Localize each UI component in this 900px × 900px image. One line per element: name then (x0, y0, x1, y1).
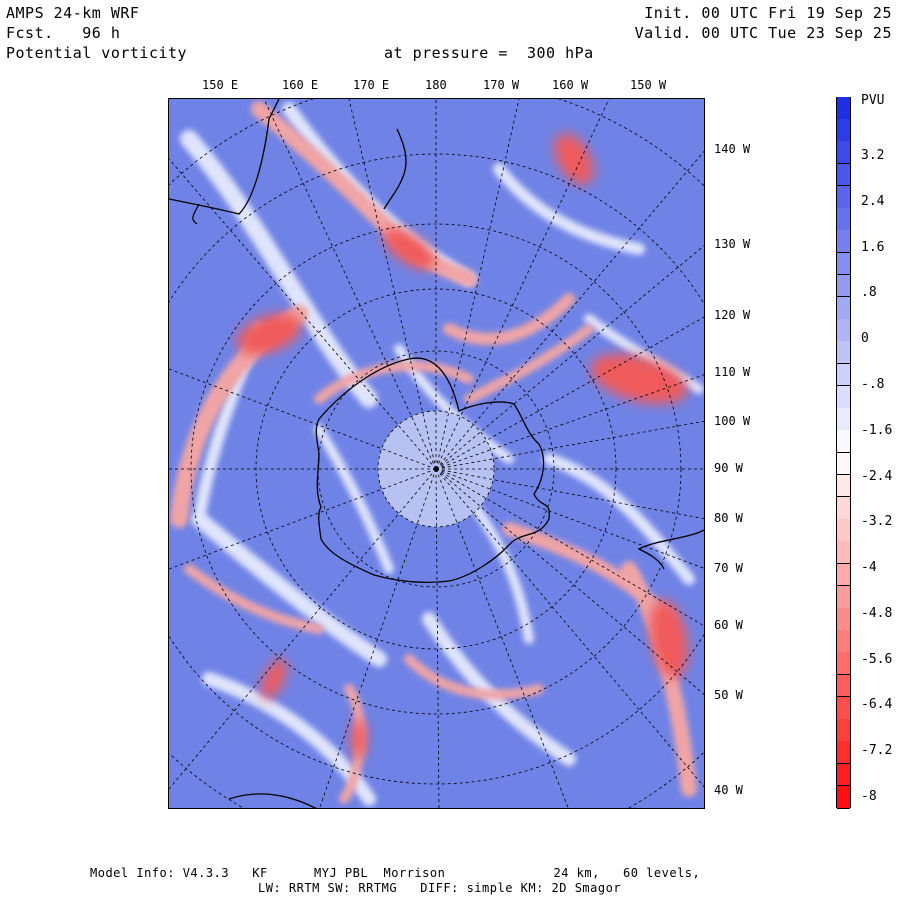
colorbar-step (837, 496, 850, 520)
colorbar-step (837, 141, 850, 165)
lon-label-110w: 110 W (714, 365, 751, 379)
colorbar-step (837, 563, 850, 587)
graticule-parallels (169, 99, 704, 808)
colorbar-step (837, 185, 850, 209)
lon-label-140w: 140 W (714, 142, 751, 156)
colorbar-label: -4 (861, 560, 877, 576)
lon-label-160e: 160 E (282, 78, 319, 92)
model-title: AMPS 24-km WRF (6, 4, 140, 22)
colorbar-step (837, 319, 850, 342)
colorbar-label: 0 (861, 331, 869, 347)
colorbar-step (837, 363, 850, 387)
colorbar-step (837, 474, 850, 498)
colorbar-label: -7.2 (861, 743, 893, 759)
lon-label-60w: 60 W (714, 618, 743, 632)
lon-label-180: 180 (425, 78, 447, 92)
lon-label-150w: 150 W (630, 78, 667, 92)
pv-colorbar (836, 97, 851, 809)
colorbar-step (837, 341, 850, 365)
model-info-line1: Model Info: V4.3.3 KF MYJ PBL Morrison 2… (90, 866, 701, 880)
colorbar-step (837, 674, 850, 698)
colorbar-step (837, 630, 850, 653)
colorbar-step (837, 652, 850, 676)
lon-label-160w: 160 W (552, 78, 589, 92)
pressure-level: at pressure = 300 hPa (384, 44, 594, 62)
lon-label-100w: 100 W (714, 414, 751, 428)
colorbar-step (837, 408, 850, 431)
colorbar-label: -8 (861, 789, 877, 804)
colorbar-step (837, 97, 850, 120)
lon-label-170w: 170 W (483, 78, 520, 92)
colorbar-label: -1.6 (861, 422, 893, 438)
init-time: Init. 00 UTC Fri 19 Sep 25 (644, 4, 892, 22)
pv-map-svg (169, 99, 704, 808)
forecast-hour: Fcst. 96 h (6, 24, 121, 42)
lower-left-coast (228, 793, 317, 808)
colorbar-step (837, 741, 850, 765)
graticule-meridians (169, 99, 704, 808)
valid-time: Valid. 00 UTC Tue 23 Sep 25 (634, 24, 892, 42)
lon-label-70w: 70 W (714, 561, 743, 575)
colorbar-step (837, 719, 850, 742)
colorbar-label: -5.6 (861, 651, 893, 667)
new-zealand-coast (383, 128, 407, 210)
colorbar-label: -2.4 (861, 468, 893, 484)
colorbar-label: 2.4 (861, 193, 885, 209)
lon-label-90w: 90 W (714, 461, 743, 475)
lon-label-120w: 120 W (714, 308, 751, 322)
south-america-coast (637, 529, 704, 570)
lon-label-50w: 50 W (714, 688, 743, 702)
lon-label-150e: 150 E (202, 78, 239, 92)
tasmania-coast (192, 203, 200, 225)
australia-coast (169, 99, 280, 215)
colorbar-step (837, 696, 850, 720)
colorbar-unit: PVU (861, 93, 885, 108)
colorbar-step (837, 519, 850, 542)
colorbar-step (837, 296, 850, 320)
pv-map (168, 98, 705, 809)
lon-label-40w: 40 W (714, 783, 743, 797)
colorbar-label: -4.8 (861, 605, 893, 621)
colorbar-step (837, 585, 850, 609)
colorbar-label: -6.4 (861, 697, 893, 713)
colorbar-step (837, 119, 850, 142)
strong-pv-cores (236, 133, 689, 759)
colorbar-step (837, 608, 850, 631)
colorbar-step (837, 541, 850, 565)
colorbar-label: 1.6 (861, 239, 885, 255)
lon-label-80w: 80 W (714, 511, 743, 525)
field-name: Potential vorticity (6, 44, 188, 62)
colorbar-label: -3.2 (861, 514, 893, 530)
colorbar-step (837, 274, 850, 298)
colorbar-step (837, 208, 850, 231)
lon-label-130w: 130 W (714, 237, 751, 251)
colorbar-step (837, 452, 850, 476)
colorbar-step (837, 230, 850, 254)
colorbar-step (837, 385, 850, 409)
colorbar-label: .8 (861, 285, 877, 301)
colorbar-step (837, 163, 850, 187)
colorbar-step (837, 785, 850, 809)
model-info-line2: LW: RRTM SW: RRTMG DIFF: simple KM: 2D S… (258, 881, 622, 895)
colorbar-step (837, 430, 850, 453)
colorbar-label: -.8 (861, 376, 885, 392)
lon-label-170e: 170 E (353, 78, 390, 92)
colorbar-step (837, 763, 850, 787)
colorbar-label: 3.2 (861, 148, 885, 163)
colorbar-step (837, 252, 850, 276)
